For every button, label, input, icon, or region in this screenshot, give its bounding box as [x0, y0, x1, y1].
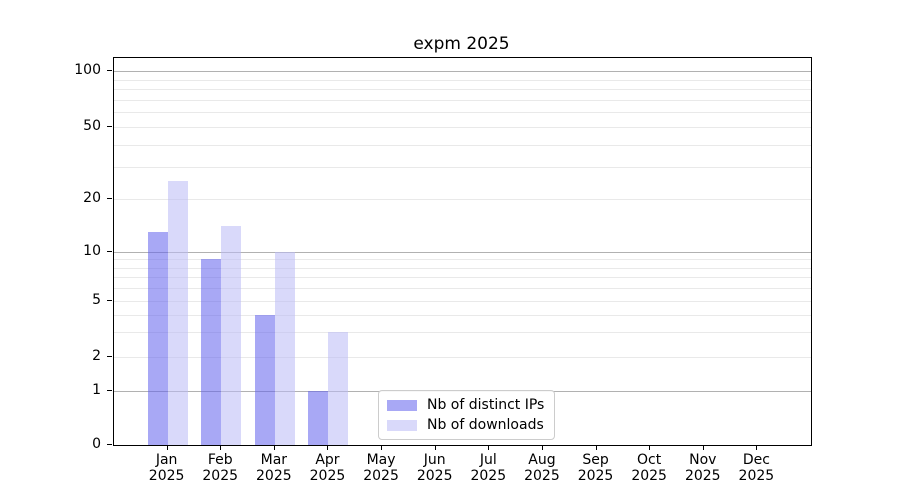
y-gridline-minor-7 [114, 277, 811, 279]
y-gridline-minor-30 [114, 167, 811, 169]
x-tick-label-feb: Feb 2025 [202, 452, 239, 484]
x-tick-mark-jan [166, 445, 168, 450]
y-gridline-major-100 [114, 71, 811, 72]
y-gridline-minor-5 [114, 301, 811, 302]
y-tick-mark-20 [107, 198, 112, 199]
y-tick-label-1: 1 [92, 382, 101, 398]
x-tick-mark-sep [595, 445, 597, 450]
x-tick-mark-mar [273, 445, 275, 450]
y-tick-label-50: 50 [83, 118, 101, 134]
bar-nb-of-downloads-feb [221, 226, 242, 445]
y-tick-label-20: 20 [83, 190, 101, 206]
legend-entry-downloads: Nb of downloads [387, 417, 544, 433]
y-gridline-minor-20 [114, 199, 811, 200]
x-tick-mark-feb [220, 445, 222, 450]
x-tick-mark-dec [756, 445, 758, 450]
x-tick-label-jun: Jun 2025 [416, 452, 453, 484]
x-tick-mark-jul [488, 445, 490, 450]
y-tick-mark-0 [107, 443, 112, 445]
legend-entry-distinct-ips: Nb of distinct IPs [387, 397, 544, 413]
y-tick-mark-1 [107, 390, 112, 391]
y-tick-mark-50 [107, 126, 112, 127]
y-gridline-minor-9 [114, 259, 811, 261]
x-tick-label-mar: Mar 2025 [256, 452, 292, 484]
y-gridline-minor-3 [114, 332, 811, 334]
x-tick-mark-nov [702, 445, 704, 450]
y-tick-mark-5 [107, 300, 112, 301]
x-tick-label-sep: Sep 2025 [577, 452, 614, 484]
x-tick-label-dec: Dec 2025 [738, 452, 775, 484]
legend-swatch-downloads [387, 419, 417, 431]
y-gridline-minor-80 [114, 89, 811, 91]
y-tick-mark-2 [107, 356, 112, 357]
y-tick-label-0: 0 [92, 435, 101, 452]
y-tick-label-5: 5 [92, 292, 101, 308]
x-tick-label-nov: Nov 2025 [684, 452, 721, 484]
y-gridline-major-10 [114, 252, 811, 253]
y-tick-mark-10 [107, 251, 112, 252]
y-gridline-minor-70 [114, 99, 811, 101]
y-tick-mark-100 [107, 70, 112, 71]
y-gridline-minor-60 [114, 112, 811, 114]
y-tick-label-100: 100 [74, 62, 101, 78]
bar-nb-of-downloads-jan [167, 181, 188, 445]
bar-nb-of-distinct-ips-mar [254, 314, 275, 445]
y-gridline-minor-8 [114, 267, 811, 269]
y-gridline-minor-90 [114, 79, 811, 81]
plot-area [113, 57, 812, 446]
x-tick-label-jan: Jan 2025 [148, 452, 185, 484]
bar-nb-of-distinct-ips-jan [147, 231, 168, 445]
bar-nb-of-distinct-ips-feb [201, 259, 222, 445]
x-tick-mark-apr [327, 445, 329, 450]
x-tick-mark-aug [541, 445, 543, 450]
x-tick-mark-jun [434, 445, 436, 450]
x-tick-mark-oct [649, 445, 651, 450]
x-tick-label-may: May 2025 [363, 452, 399, 484]
chart-title: expm 2025 [413, 34, 510, 54]
bar-nb-of-distinct-ips-apr [308, 391, 329, 445]
y-gridline-minor-4 [114, 314, 811, 316]
legend: Nb of distinct IPs Nb of downloads [378, 390, 556, 440]
legend-label-distinct-ips: Nb of distinct IPs [427, 397, 545, 413]
legend-swatch-distinct-ips [387, 399, 417, 411]
y-gridline-minor-50 [114, 127, 811, 128]
x-tick-mark-may [381, 445, 383, 450]
y-gridline-minor-2 [114, 357, 811, 358]
legend-label-downloads: Nb of downloads [427, 417, 544, 433]
x-tick-label-apr: Apr 2025 [309, 452, 346, 484]
bar-nb-of-downloads-apr [328, 332, 349, 445]
y-tick-label-2: 2 [92, 348, 101, 364]
x-tick-label-aug: Aug 2025 [524, 452, 560, 484]
y-gridline-minor-6 [114, 288, 811, 290]
y-gridline-minor-40 [114, 144, 811, 146]
y-tick-label-10: 10 [83, 243, 101, 259]
bar-nb-of-downloads-mar [274, 252, 295, 445]
x-tick-label-oct: Oct 2025 [631, 452, 667, 484]
x-tick-label-jul: Jul 2025 [470, 452, 507, 484]
